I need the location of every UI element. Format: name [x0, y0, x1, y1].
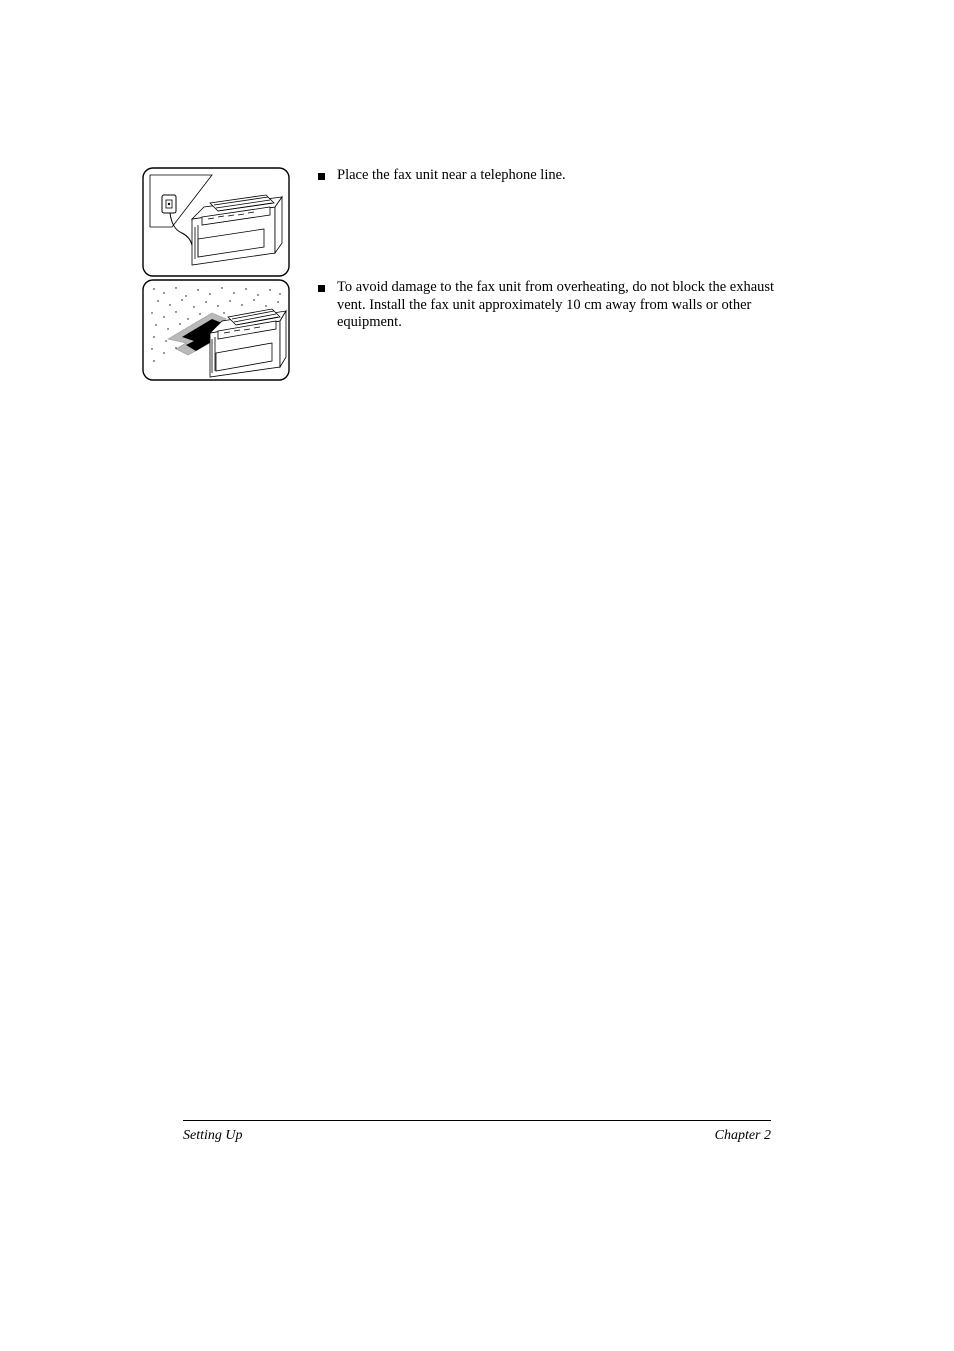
bullet-block-2: To avoid damage to the fax unit from ove… — [318, 279, 782, 332]
figure-phone-line — [142, 167, 290, 277]
page: Place the fax unit near a telephone line… — [0, 0, 954, 1351]
bullet-icon — [318, 285, 325, 292]
footer-section-title: Setting Up — [183, 1128, 243, 1144]
figure-exhaust-vent — [142, 279, 290, 381]
bullet-block-1: Place the fax unit near a telephone line… — [318, 167, 782, 185]
bullet-text-1: Place the fax unit near a telephone line… — [337, 167, 566, 185]
footer-rule — [183, 1120, 771, 1121]
instruction-row-1: Place the fax unit near a telephone line… — [142, 167, 782, 277]
footer-chapter: Chapter 2 — [715, 1128, 771, 1144]
bullet-icon — [318, 173, 325, 180]
instruction-row-2: To avoid damage to the fax unit from ove… — [142, 279, 782, 381]
bullet-text-2: To avoid damage to the fax unit from ove… — [337, 279, 782, 332]
fax-vent-illustration — [142, 279, 290, 381]
fax-phone-line-illustration — [142, 167, 290, 277]
